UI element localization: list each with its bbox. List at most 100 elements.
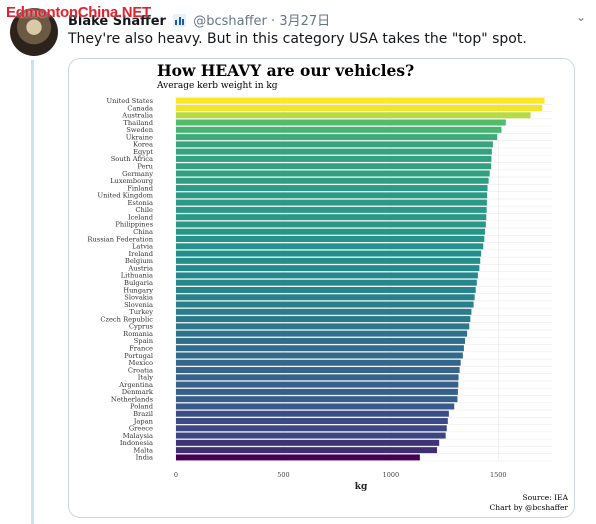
bar <box>176 148 492 155</box>
bar <box>176 104 543 111</box>
tweet-date[interactable]: 3月27日 <box>279 14 331 29</box>
category-label: Slovenia <box>124 301 153 309</box>
bar <box>176 352 463 359</box>
category-label: Greece <box>129 425 153 433</box>
bar <box>176 337 465 344</box>
bar <box>176 330 468 337</box>
tweet-header: Blake Shaffer @bcshaffer · 3月27日 <box>68 10 330 29</box>
category-label: Russian Federation <box>87 235 153 243</box>
thread-line <box>31 60 34 524</box>
x-tick-label: 1500 <box>490 471 507 479</box>
avatar[interactable] <box>10 8 58 56</box>
category-label: Chile <box>135 206 153 214</box>
x-tick-label: 500 <box>277 471 289 479</box>
bar <box>176 447 438 454</box>
author-handle[interactable]: @bcshaffer <box>193 14 267 29</box>
category-label: Mexico <box>129 359 154 367</box>
category-label: Portugal <box>124 352 153 360</box>
author-name[interactable]: Blake Shaffer <box>68 14 166 29</box>
bar <box>176 221 486 228</box>
category-label: Romania <box>123 330 153 338</box>
category-label: Czech Republic <box>100 315 153 323</box>
bar <box>176 381 459 388</box>
separator: · <box>271 14 276 29</box>
category-label: Lithuania <box>121 272 153 280</box>
category-label: Croatia <box>128 366 153 374</box>
x-tick-label: 0 <box>174 471 178 479</box>
category-label: Turkey <box>129 308 153 316</box>
bar <box>176 250 482 257</box>
category-label: Germany <box>122 170 153 178</box>
bar <box>176 112 531 119</box>
category-label: Luxembourg <box>110 177 154 185</box>
bar <box>176 185 488 192</box>
category-label: Spain <box>134 337 154 345</box>
chart-image-card[interactable]: How HEAVY are our vehicles? Average kerb… <box>68 58 575 518</box>
category-label: Malta <box>133 446 153 454</box>
category-label: Denmark <box>122 388 154 396</box>
bar <box>176 308 472 315</box>
chevron-down-icon[interactable]: ⌄ <box>575 10 586 24</box>
watermark: EdmontonChina.NET <box>6 4 151 21</box>
category-label: South Africa <box>111 155 153 163</box>
bar <box>176 265 480 272</box>
category-label: Belgium <box>125 257 154 265</box>
category-label: Ireland <box>128 250 153 258</box>
bar <box>176 119 506 126</box>
category-label: United States <box>107 97 154 105</box>
bar <box>176 323 470 330</box>
bar <box>176 141 493 148</box>
bar <box>176 279 477 286</box>
chart-title: How HEAVY are our vehicles? <box>157 61 415 80</box>
category-label: Peru <box>137 163 153 171</box>
bar <box>176 134 498 141</box>
category-label: Malaysia <box>123 432 153 440</box>
bar <box>176 418 448 424</box>
bar <box>176 454 420 461</box>
category-label: France <box>129 345 153 353</box>
bar <box>176 345 464 352</box>
bar <box>176 374 459 381</box>
bar <box>176 228 485 235</box>
bar <box>176 272 478 279</box>
bar-chart-icon <box>173 14 187 27</box>
bar <box>176 316 471 323</box>
bar <box>176 192 488 199</box>
bar <box>176 396 458 403</box>
bar <box>176 294 475 301</box>
bar <box>176 425 447 432</box>
category-label: Australia <box>121 112 153 120</box>
category-label: Thailand <box>123 119 153 127</box>
category-label: Indonesia <box>120 439 153 447</box>
bar <box>176 206 487 213</box>
tweet-text: They're also heavy. But in this category… <box>68 31 527 47</box>
bar <box>176 410 449 417</box>
bar <box>176 367 460 374</box>
x-axis-label: kg <box>355 482 368 492</box>
bar <box>176 257 481 264</box>
bar <box>176 170 490 177</box>
category-label: United Kingdom <box>97 192 153 200</box>
category-label: Canada <box>127 104 153 112</box>
chart-subtitle: Average kerb weight in kg <box>157 81 278 91</box>
bar <box>176 236 485 242</box>
bar <box>176 155 492 162</box>
bar <box>176 403 455 410</box>
chart-credit: Chart by @bcshaffer <box>489 503 568 512</box>
category-label: Philippines <box>115 221 153 229</box>
x-tick-label: 1000 <box>383 471 400 479</box>
category-label: Poland <box>130 403 154 411</box>
category-label: Netherlands <box>111 395 154 403</box>
category-label: Estonia <box>128 199 153 207</box>
category-label: Brazil <box>133 410 153 418</box>
bar <box>176 286 476 293</box>
bar <box>176 163 492 170</box>
bar <box>176 199 487 206</box>
bar <box>176 432 446 439</box>
bar <box>176 243 484 250</box>
bar <box>176 359 461 366</box>
bar <box>176 126 502 133</box>
category-label: Korea <box>133 141 153 149</box>
chart-source: Source: IEA <box>522 493 568 502</box>
category-label: Egypt <box>133 148 153 156</box>
